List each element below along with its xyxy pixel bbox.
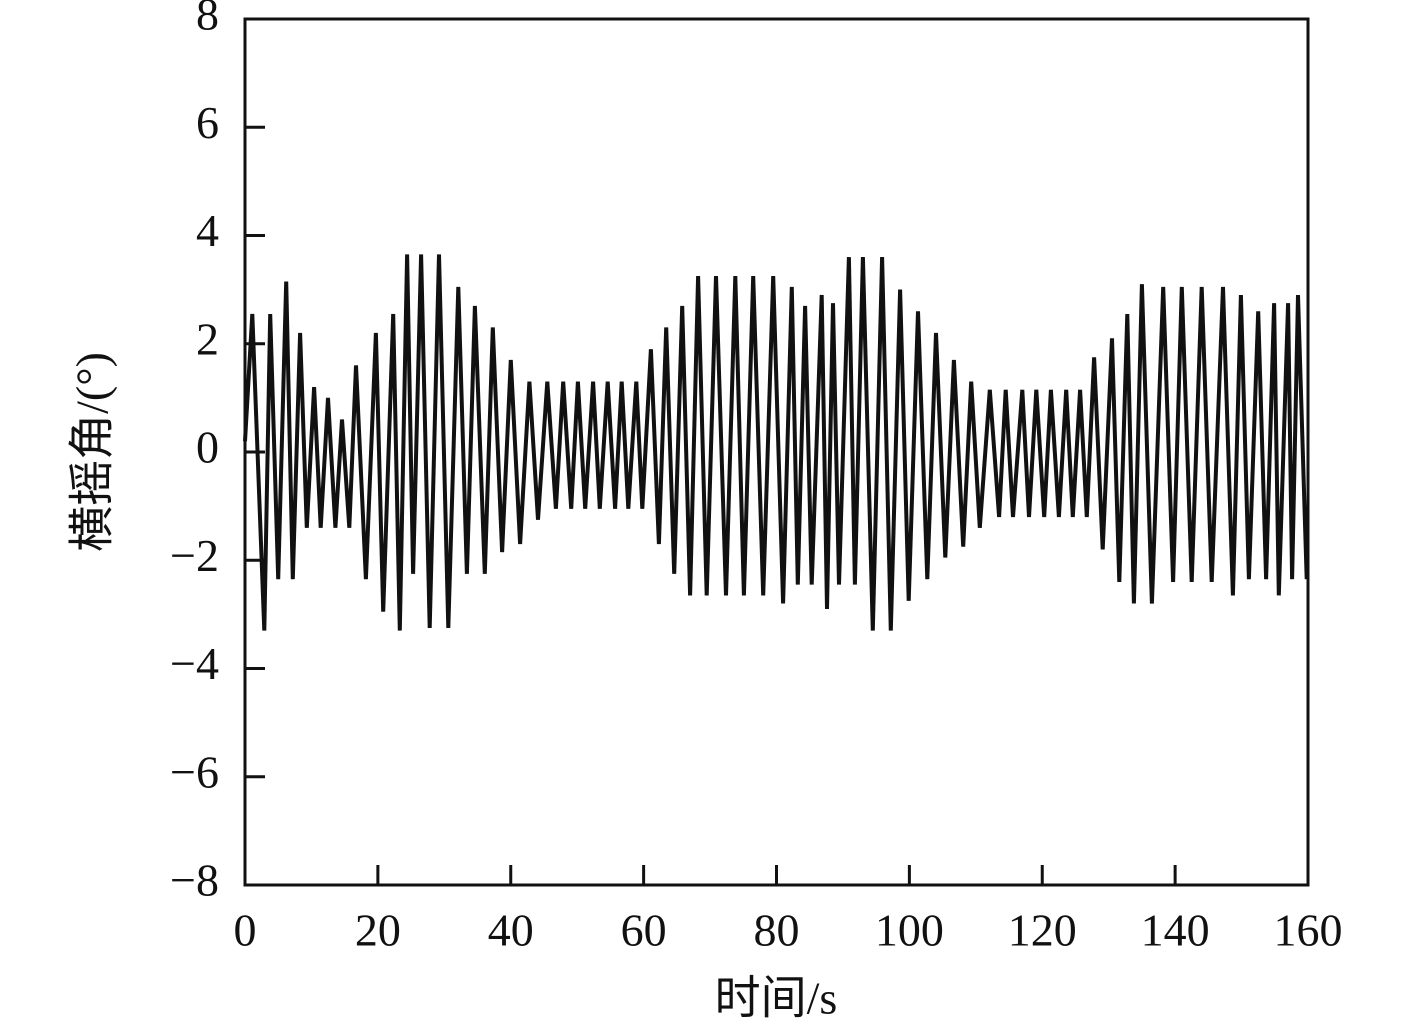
y-tick-label: 8 [196, 0, 219, 40]
y-tick-label: −2 [170, 530, 219, 581]
y-tick-label: 2 [196, 313, 219, 364]
line-series [243, 254, 1309, 631]
x-tick-label: 120 [1008, 905, 1077, 956]
x-tick-label: 20 [355, 905, 401, 956]
x-axis-label: 时间/s [715, 973, 838, 1024]
y-tick-label: −4 [170, 638, 219, 689]
y-tick-label: 4 [196, 205, 219, 256]
y-tick-label: 0 [196, 422, 219, 473]
y-tick-label: −8 [170, 855, 219, 906]
x-tick-label: 100 [875, 905, 944, 956]
plot-frame [243, 17, 1310, 887]
x-tick-label: 0 [234, 905, 257, 956]
y-tick-label: −6 [170, 746, 219, 797]
x-tick-label: 40 [488, 905, 534, 956]
y-axis-label: 横摇角/(°) [67, 352, 118, 552]
x-tick-label: 160 [1274, 905, 1343, 956]
x-tick-label: 80 [754, 905, 800, 956]
x-tick-label: 60 [621, 905, 667, 956]
y-tick-label: 6 [196, 97, 219, 148]
x-tick-label: 140 [1141, 905, 1210, 956]
